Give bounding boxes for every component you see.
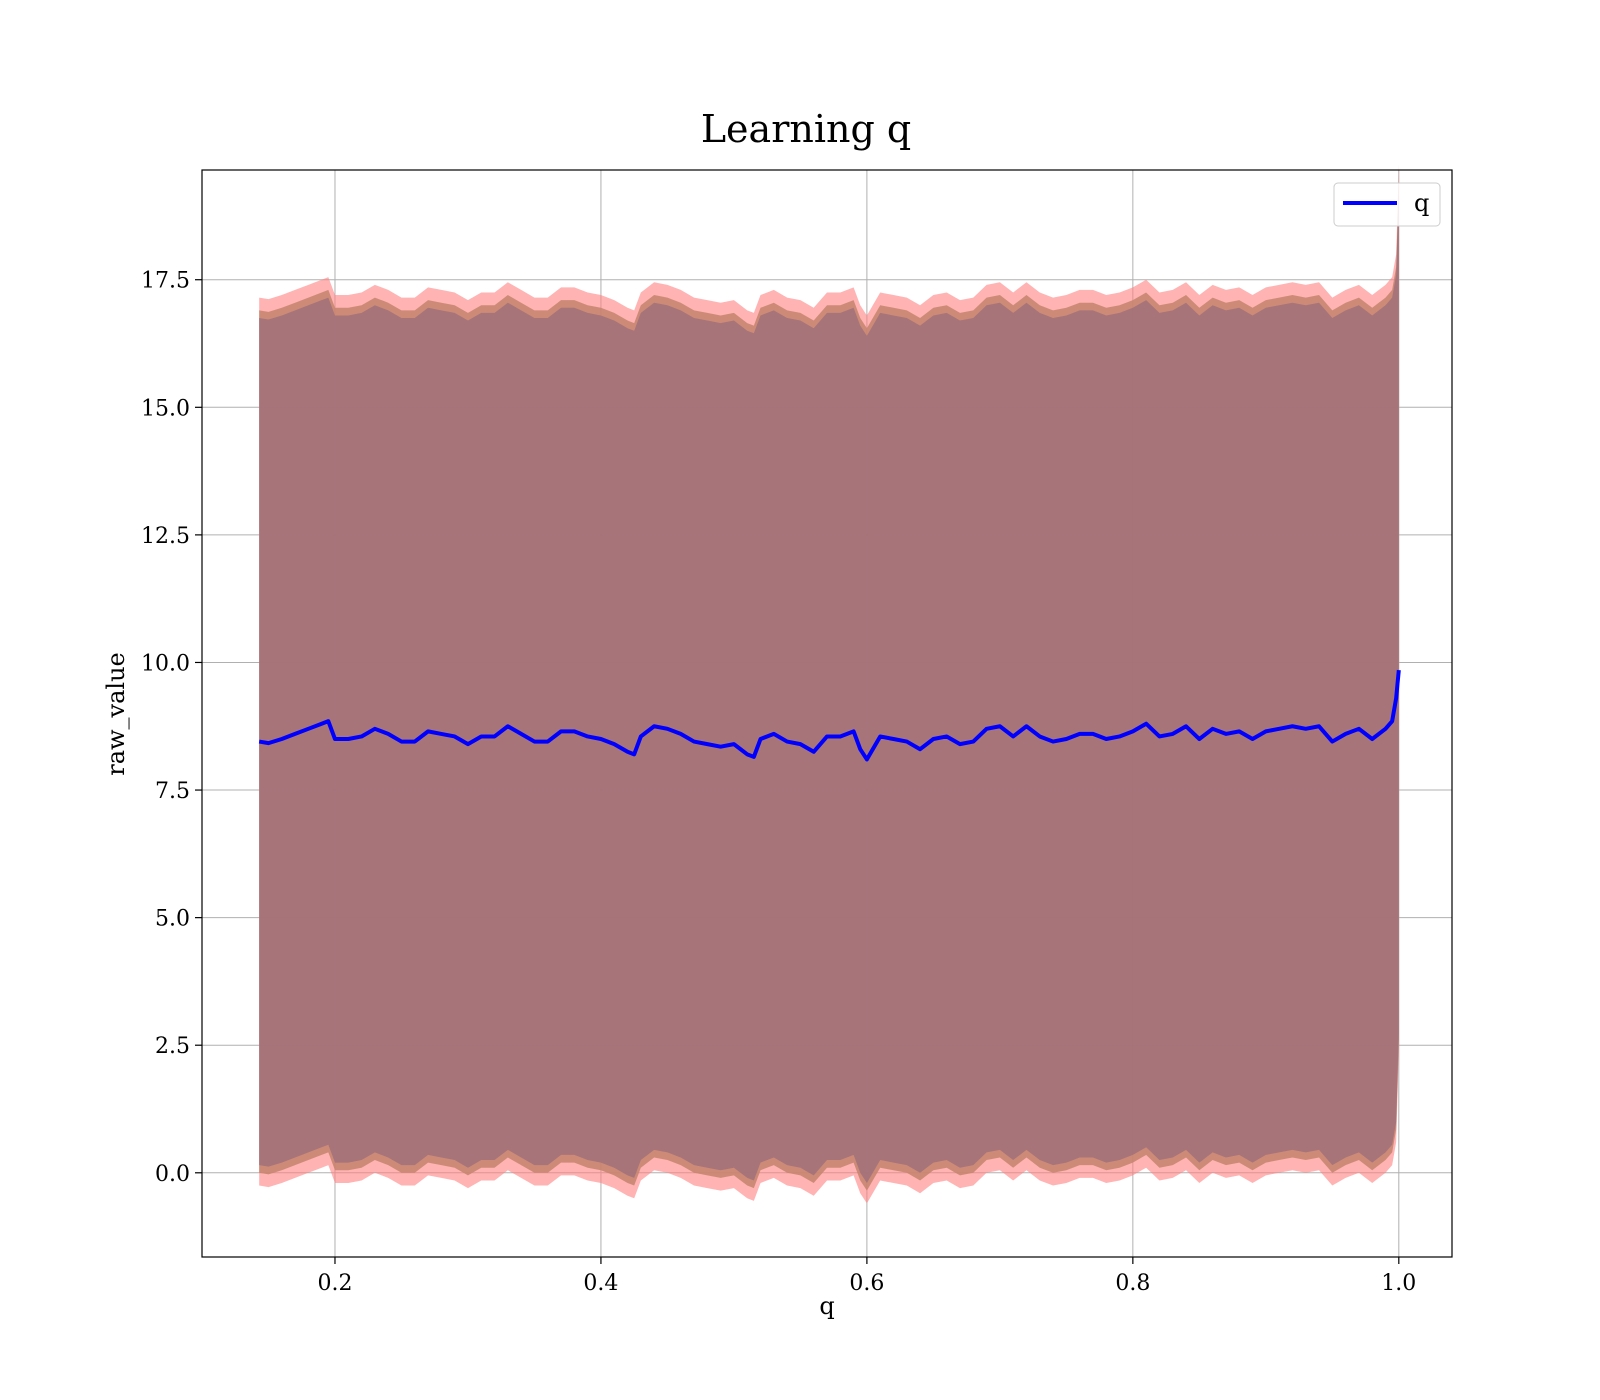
y-axis-ticks: 0.0 2.5 5.0 7.5 10.0 12.5 15.0 17.5 <box>141 269 202 1187</box>
y-tick-label-2: 5.0 <box>155 907 190 932</box>
y-axis-label: raw_value <box>102 652 130 776</box>
x-tick-label-4: 1.0 <box>1381 1271 1416 1296</box>
series-line-q <box>258 669 1401 762</box>
y-tick-label-6: 15.0 <box>141 396 190 421</box>
confidence-bands <box>259 164 1399 1204</box>
y-tick-label-0: 0.0 <box>155 1162 190 1187</box>
x-axis-ticks: 0.2 0.4 0.6 0.8 1.0 <box>317 1257 1416 1296</box>
legend-label-q: q <box>1414 189 1429 217</box>
x-axis-label: q <box>819 1292 834 1320</box>
x-tick-label-0: 0.2 <box>317 1271 352 1296</box>
y-tick-label-1: 2.5 <box>155 1034 190 1059</box>
band-inner <box>259 185 1399 1183</box>
series-lines <box>258 669 1401 762</box>
x-tick-label-2: 0.6 <box>849 1271 884 1296</box>
chart-title: Learning q <box>701 107 911 151</box>
y-tick-label-3: 7.5 <box>155 779 190 804</box>
legend: q <box>1333 182 1441 227</box>
x-tick-label-1: 0.4 <box>583 1271 618 1296</box>
plot-frame <box>201 169 1453 1258</box>
y-tick-label-7: 17.5 <box>141 269 190 294</box>
x-tick-label-3: 0.8 <box>1115 1271 1150 1296</box>
y-tick-label-4: 10.0 <box>141 651 190 676</box>
y-tick-label-5: 12.5 <box>141 524 190 549</box>
